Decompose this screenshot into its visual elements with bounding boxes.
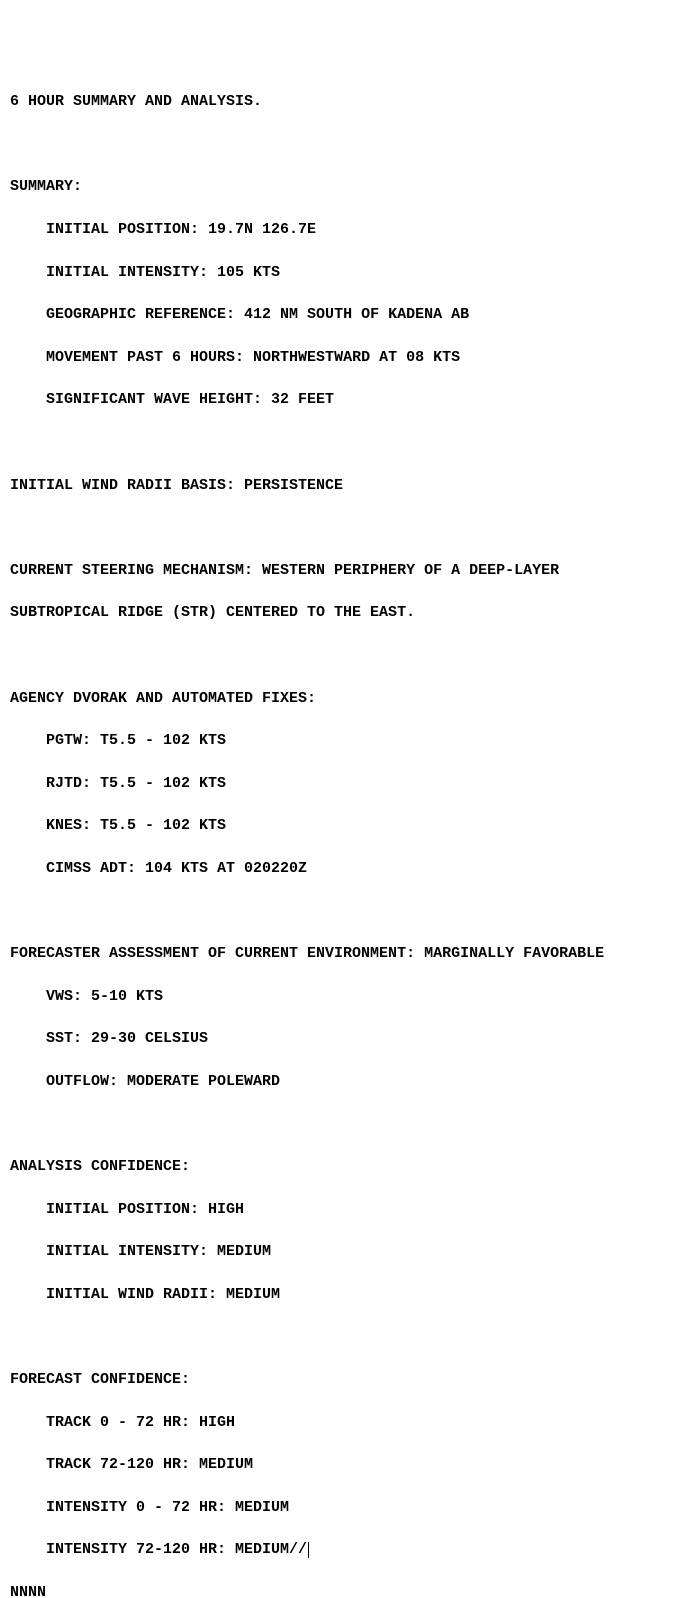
summary-movement-text: MOVEMENT PAST 6 HOURS: NORTHWESTWARD AT …	[46, 349, 460, 366]
summary-wave-height-text: SIGNIFICANT WAVE HEIGHT: 32 FEET	[46, 391, 334, 408]
environment-vws-text: VWS: 5-10 KTS	[46, 988, 163, 1005]
terminator-line: NNNN	[10, 1582, 671, 1598]
summary-initial-position: INITIAL POSITION: 19.7N 126.7E	[10, 219, 671, 240]
blank-line	[10, 432, 671, 453]
dvorak-header: AGENCY DVORAK AND AUTOMATED FIXES:	[10, 688, 671, 709]
environment-outflow: OUTFLOW: MODERATE POLEWARD	[10, 1071, 671, 1092]
forecast-intensity-72-120-text: INTENSITY 72-120 HR: MEDIUM//	[46, 1541, 307, 1558]
forecast-intensity-0-72: INTENSITY 0 - 72 HR: MEDIUM	[10, 1497, 671, 1518]
dvorak-pgtw-text: PGTW: T5.5 - 102 KTS	[46, 732, 226, 749]
analysis-confidence-intensity: INITIAL INTENSITY: MEDIUM	[10, 1241, 671, 1262]
forecast-track-0-72-text: TRACK 0 - 72 HR: HIGH	[46, 1414, 235, 1431]
dvorak-pgtw: PGTW: T5.5 - 102 KTS	[10, 730, 671, 751]
blank-line	[10, 1326, 671, 1347]
environment-sst-text: SST: 29-30 CELSIUS	[46, 1030, 208, 1047]
environment-sst: SST: 29-30 CELSIUS	[10, 1028, 671, 1049]
blank-line	[10, 645, 671, 666]
analysis-confidence-wind-radii-text: INITIAL WIND RADII: MEDIUM	[46, 1286, 280, 1303]
forecast-intensity-0-72-text: INTENSITY 0 - 72 HR: MEDIUM	[46, 1499, 289, 1516]
dvorak-rjtd: RJTD: T5.5 - 102 KTS	[10, 773, 671, 794]
blank-line	[10, 900, 671, 921]
environment-vws: VWS: 5-10 KTS	[10, 986, 671, 1007]
blank-line	[10, 1113, 671, 1134]
environment-outflow-text: OUTFLOW: MODERATE POLEWARD	[46, 1073, 280, 1090]
summary-geographic-reference: GEOGRAPHIC REFERENCE: 412 NM SOUTH OF KA…	[10, 304, 671, 325]
forecast-track-72-120-text: TRACK 72-120 HR: MEDIUM	[46, 1456, 253, 1473]
steering-mechanism-line2: SUBTROPICAL RIDGE (STR) CENTERED TO THE …	[10, 602, 671, 623]
dvorak-cimss-text: CIMSS ADT: 104 KTS AT 020220Z	[46, 860, 307, 877]
analysis-confidence-header: ANALYSIS CONFIDENCE:	[10, 1156, 671, 1177]
forecast-intensity-72-120: INTENSITY 72-120 HR: MEDIUM//	[10, 1539, 671, 1560]
dvorak-knes: KNES: T5.5 - 102 KTS	[10, 815, 671, 836]
blank-line	[10, 134, 671, 155]
summary-geographic-reference-text: GEOGRAPHIC REFERENCE: 412 NM SOUTH OF KA…	[46, 306, 469, 323]
summary-initial-intensity: INITIAL INTENSITY: 105 KTS	[10, 262, 671, 283]
summary-initial-intensity-text: INITIAL INTENSITY: 105 KTS	[46, 264, 280, 281]
forecast-track-72-120: TRACK 72-120 HR: MEDIUM	[10, 1454, 671, 1475]
analysis-confidence-position-text: INITIAL POSITION: HIGH	[46, 1201, 244, 1218]
dvorak-rjtd-text: RJTD: T5.5 - 102 KTS	[46, 775, 226, 792]
summary-wave-height: SIGNIFICANT WAVE HEIGHT: 32 FEET	[10, 389, 671, 410]
analysis-confidence-wind-radii: INITIAL WIND RADII: MEDIUM	[10, 1284, 671, 1305]
environment-header: FORECASTER ASSESSMENT OF CURRENT ENVIRON…	[10, 943, 671, 964]
dvorak-knes-text: KNES: T5.5 - 102 KTS	[46, 817, 226, 834]
summary-movement: MOVEMENT PAST 6 HOURS: NORTHWESTWARD AT …	[10, 347, 671, 368]
steering-mechanism-line1: CURRENT STEERING MECHANISM: WESTERN PERI…	[10, 560, 671, 581]
summary-header: SUMMARY:	[10, 176, 671, 197]
analysis-confidence-position: INITIAL POSITION: HIGH	[10, 1199, 671, 1220]
summary-initial-position-text: INITIAL POSITION: 19.7N 126.7E	[46, 221, 316, 238]
title-line: 6 HOUR SUMMARY AND ANALYSIS.	[10, 91, 671, 112]
blank-line	[10, 517, 671, 538]
forecast-track-0-72: TRACK 0 - 72 HR: HIGH	[10, 1412, 671, 1433]
forecast-confidence-header: FORECAST CONFIDENCE:	[10, 1369, 671, 1390]
wind-radii-basis: INITIAL WIND RADII BASIS: PERSISTENCE	[10, 475, 671, 496]
analysis-confidence-intensity-text: INITIAL INTENSITY: MEDIUM	[46, 1243, 271, 1260]
dvorak-cimss: CIMSS ADT: 104 KTS AT 020220Z	[10, 858, 671, 879]
